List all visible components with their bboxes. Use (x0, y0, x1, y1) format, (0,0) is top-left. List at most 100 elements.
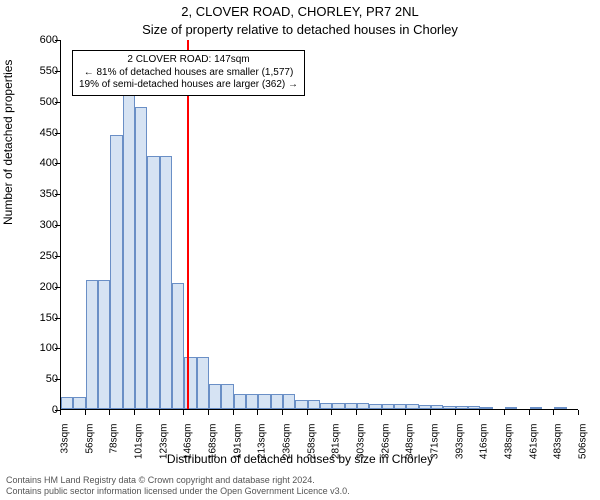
histogram-bar (530, 407, 542, 409)
x-tick-label: 236sqm (282, 424, 293, 464)
histogram-bar (86, 280, 98, 410)
x-tick-label: 438sqm (504, 424, 515, 464)
x-tick-mark (60, 410, 61, 415)
x-tick-label: 146sqm (183, 424, 194, 464)
annotation-line: ← 81% of detached houses are smaller (1,… (79, 67, 298, 80)
histogram-bar (382, 404, 394, 409)
x-tick-mark (85, 410, 86, 415)
x-tick-label: 416sqm (479, 424, 490, 464)
x-tick-label: 213sqm (257, 424, 268, 464)
x-tick-label: 168sqm (208, 424, 219, 464)
histogram-bar (357, 403, 369, 409)
footer-attribution: Contains HM Land Registry data © Crown c… (6, 475, 350, 497)
histogram-bar (246, 394, 258, 409)
x-tick-mark (159, 410, 160, 415)
y-tick-label: 200 (20, 281, 58, 293)
footer-line1: Contains HM Land Registry data © Crown c… (6, 475, 350, 486)
x-tick-mark (183, 410, 184, 415)
histogram-bar (295, 400, 307, 409)
histogram-bar (98, 280, 110, 410)
y-tick-label: 50 (20, 373, 58, 385)
x-tick-mark (356, 410, 357, 415)
histogram-bar (172, 283, 184, 409)
x-tick-label: 78sqm (109, 424, 120, 464)
plot-area (60, 40, 578, 410)
histogram-bar (73, 397, 85, 409)
x-tick-mark (381, 410, 382, 415)
x-tick-label: 303sqm (356, 424, 367, 464)
y-tick-label: 400 (20, 157, 58, 169)
histogram-bar (468, 406, 480, 409)
y-tick-label: 150 (20, 312, 58, 324)
x-tick-label: 348sqm (405, 424, 416, 464)
histogram-bar (61, 397, 73, 409)
x-tick-mark (134, 410, 135, 415)
annotation-line: 19% of semi-detached houses are larger (… (79, 79, 298, 92)
histogram-bar (480, 407, 492, 409)
histogram-bar (283, 394, 295, 409)
x-tick-label: 33sqm (60, 424, 71, 464)
annotation-box: 2 CLOVER ROAD: 147sqm← 81% of detached h… (72, 50, 305, 96)
y-tick-label: 600 (20, 34, 58, 46)
chart-title-address: 2, CLOVER ROAD, CHORLEY, PR7 2NL (0, 4, 600, 19)
y-tick-mark (55, 102, 60, 103)
footer-line2: Contains public sector information licen… (6, 486, 350, 497)
y-tick-mark (55, 40, 60, 41)
x-tick-mark (479, 410, 480, 415)
histogram-bar (110, 135, 122, 409)
histogram-bar (308, 400, 320, 409)
x-tick-mark (257, 410, 258, 415)
y-tick-mark (55, 163, 60, 164)
x-tick-mark (578, 410, 579, 415)
histogram-bar (209, 384, 221, 409)
y-tick-label: 350 (20, 188, 58, 200)
y-tick-label: 250 (20, 250, 58, 262)
y-tick-label: 0 (20, 404, 58, 416)
histogram-bar (258, 394, 270, 409)
histogram-bar (271, 394, 283, 409)
histogram-bar (160, 156, 172, 409)
histogram-bar (431, 405, 443, 409)
histogram-bar (369, 404, 381, 409)
histogram-bar (406, 404, 418, 409)
x-tick-label: 506sqm (578, 424, 589, 464)
x-tick-label: 461sqm (528, 424, 539, 464)
y-tick-label: 550 (20, 65, 58, 77)
x-tick-mark (553, 410, 554, 415)
histogram-bar (197, 357, 209, 409)
x-tick-mark (430, 410, 431, 415)
chart-subtitle: Size of property relative to detached ho… (0, 22, 600, 37)
histogram-bar (456, 406, 468, 409)
histogram-bar (135, 107, 147, 409)
x-tick-label: 281sqm (331, 424, 342, 464)
y-tick-mark (55, 256, 60, 257)
x-tick-mark (331, 410, 332, 415)
histogram-bar (234, 394, 246, 409)
y-tick-mark (55, 287, 60, 288)
x-tick-label: 326sqm (380, 424, 391, 464)
x-tick-label: 191sqm (232, 424, 243, 464)
x-tick-label: 101sqm (134, 424, 145, 464)
x-tick-mark (529, 410, 530, 415)
y-tick-label: 100 (20, 342, 58, 354)
chart-container: { "layout": { "width": 600, "height": 50… (0, 0, 600, 500)
x-tick-label: 483sqm (553, 424, 564, 464)
histogram-bar (123, 85, 135, 409)
histogram-bar (443, 406, 455, 409)
x-tick-mark (233, 410, 234, 415)
annotation-line: 2 CLOVER ROAD: 147sqm (79, 54, 298, 67)
x-tick-mark (208, 410, 209, 415)
x-tick-mark (282, 410, 283, 415)
x-tick-mark (504, 410, 505, 415)
x-tick-label: 393sqm (454, 424, 465, 464)
histogram-bar (394, 404, 406, 409)
histogram-bar (419, 405, 431, 409)
x-tick-mark (405, 410, 406, 415)
y-tick-mark (55, 225, 60, 226)
y-tick-mark (55, 71, 60, 72)
histogram-bar (320, 403, 332, 409)
x-tick-mark (455, 410, 456, 415)
histogram-bar (505, 407, 517, 409)
y-axis-label: Number of detached properties (1, 60, 15, 225)
y-tick-label: 500 (20, 96, 58, 108)
